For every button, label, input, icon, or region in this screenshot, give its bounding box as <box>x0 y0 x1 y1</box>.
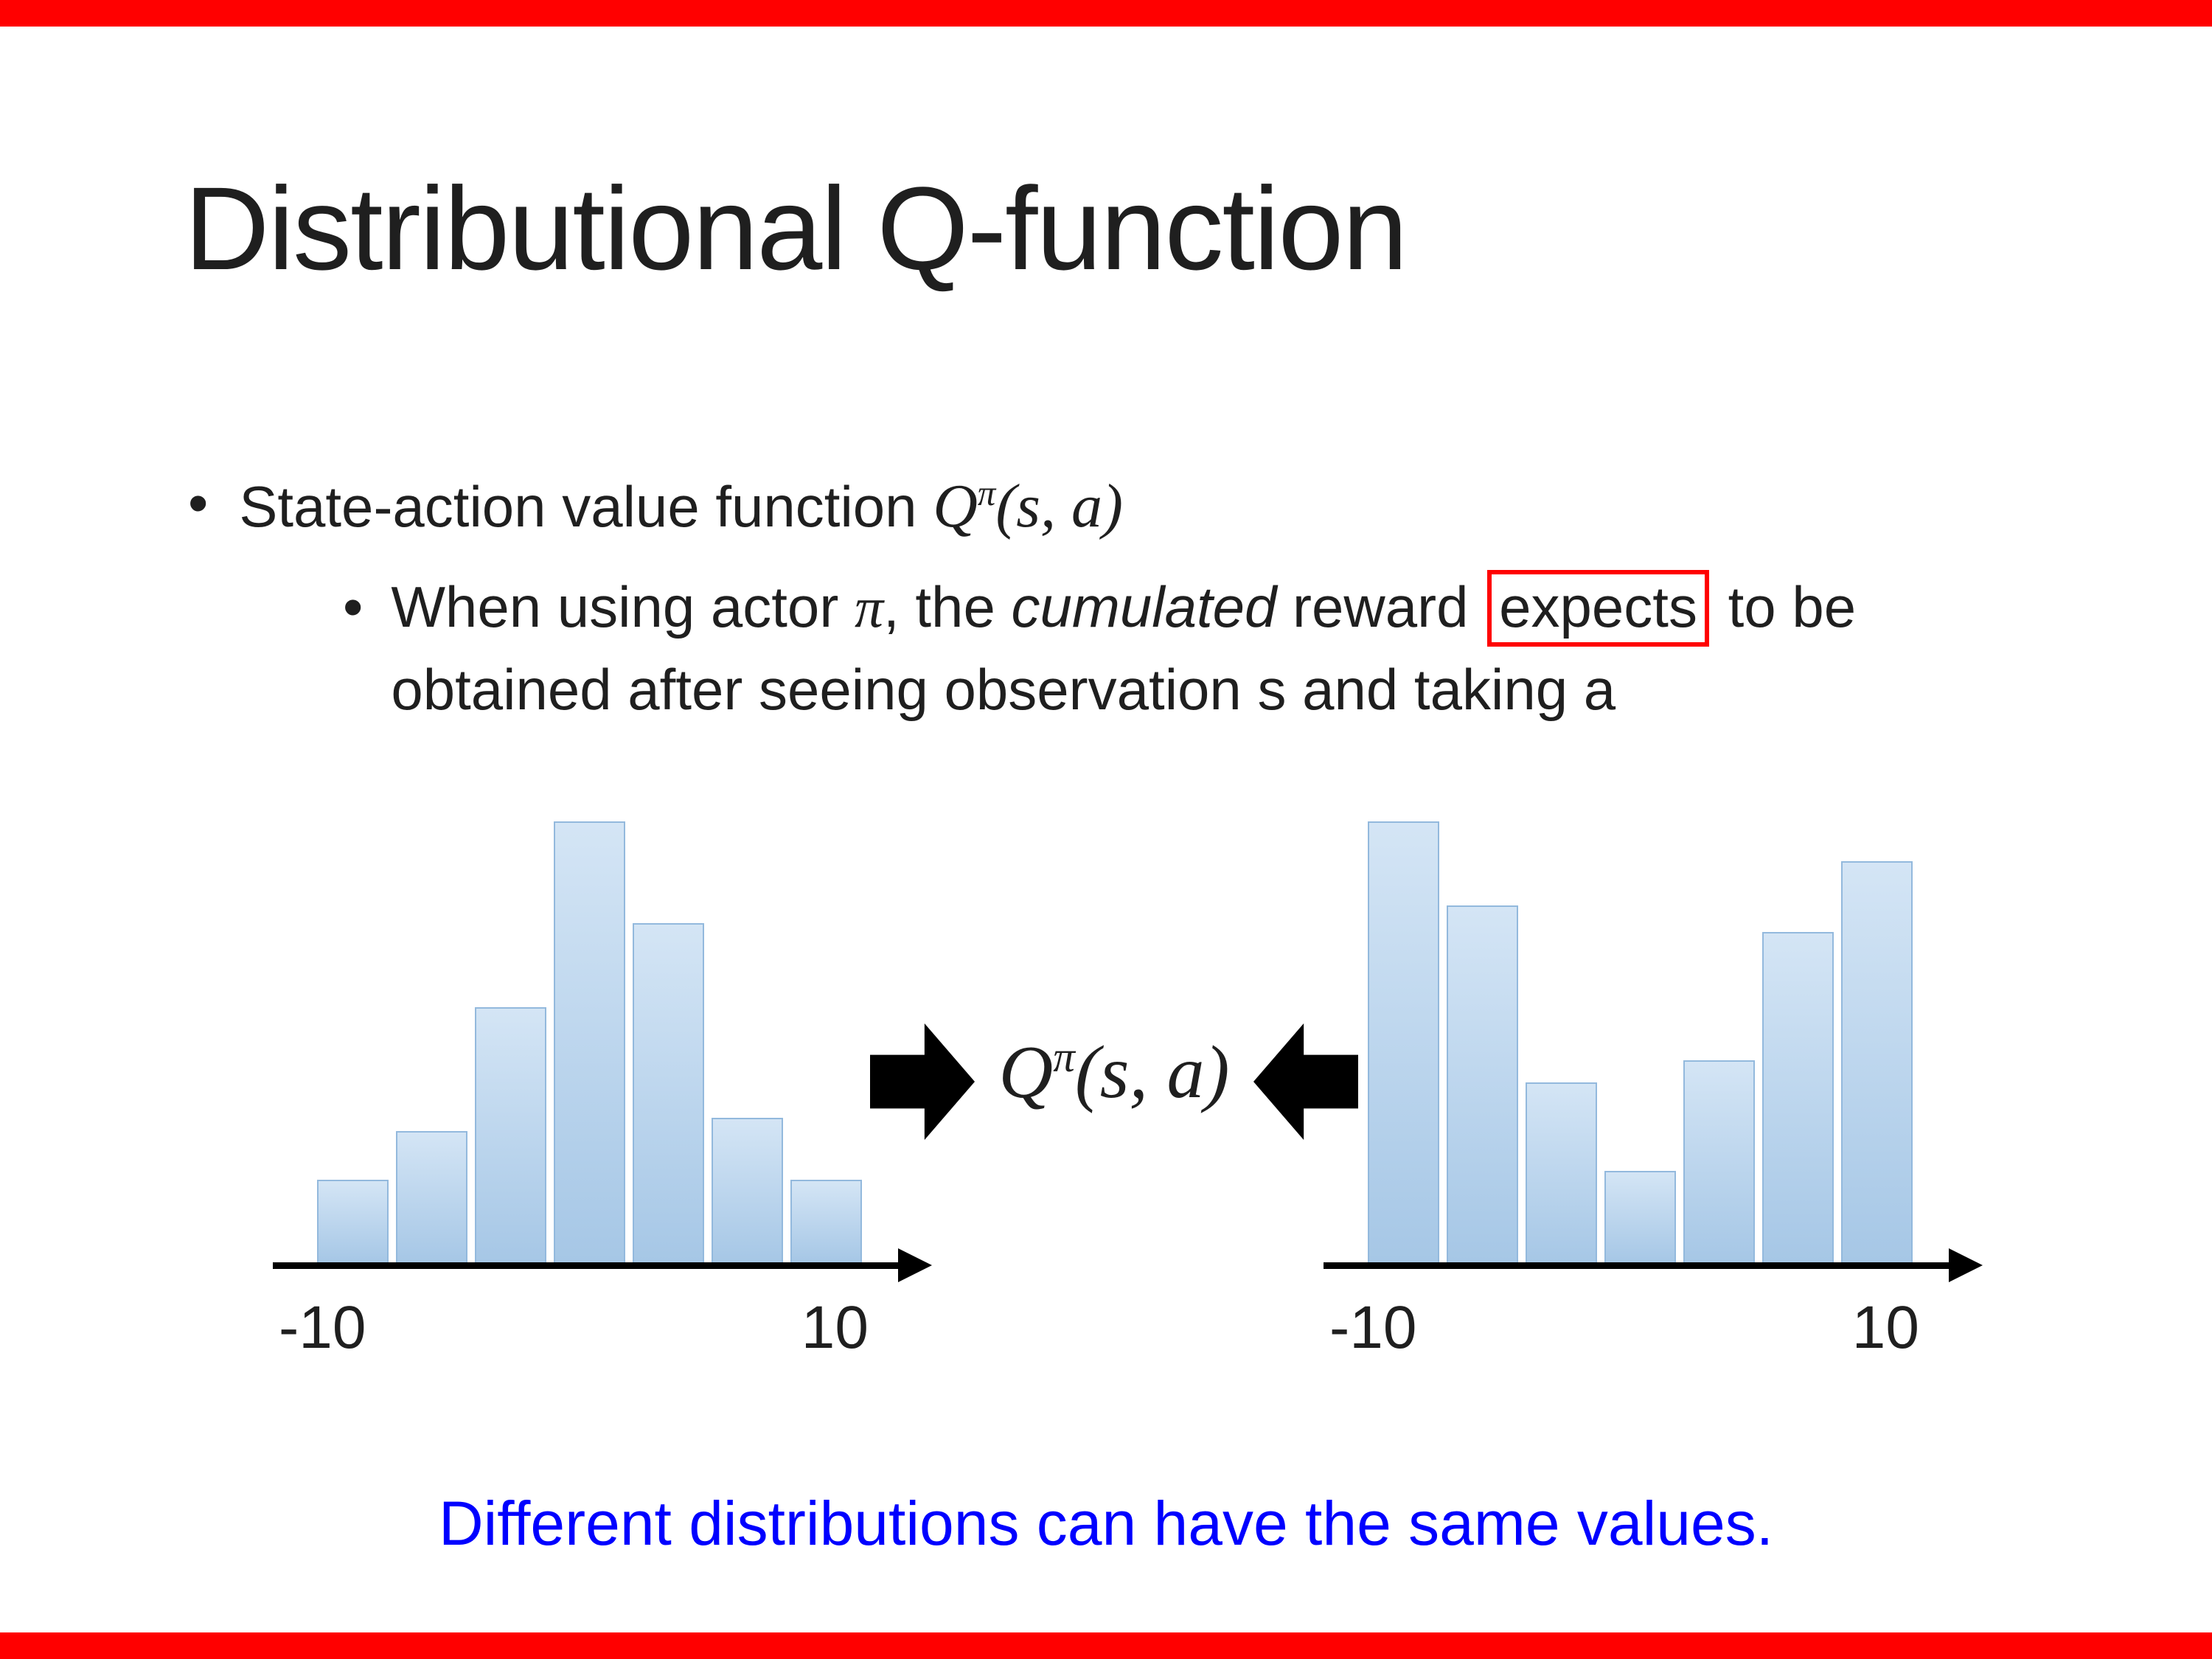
math-base: Q <box>933 472 978 540</box>
sub-text-1: When using actor <box>391 574 855 639</box>
sub-bullet-text: When using actor π, the cumulated reward… <box>391 566 1950 731</box>
bottom-note: Different distributions can have the sam… <box>438 1489 1774 1558</box>
x-axis-labels: -10 10 <box>1329 1293 1919 1363</box>
bullet-text: State-action value function Qπ(s, a) <box>239 466 1123 546</box>
histogram-bar <box>396 1131 467 1264</box>
expects-red-box: expects <box>1487 570 1709 647</box>
bars <box>317 820 877 1264</box>
bullet-state-action-value: • State-action value function Qπ(s, a) <box>188 466 1123 546</box>
bullet-text-plain: State-action value function <box>239 474 933 539</box>
center-q-function-formula: Qπ(s, a) <box>973 1029 1255 1116</box>
right-histogram: -10 10 <box>1324 820 2002 1380</box>
x-axis-arrowhead-icon <box>1949 1248 1983 1282</box>
bullet-when-using-actor: • When using actor π, the cumulated rewa… <box>343 566 1950 731</box>
top-border-bar <box>0 0 2212 27</box>
page-title: Distributional Q-function <box>184 162 1408 294</box>
x-axis-line <box>1324 1262 1952 1269</box>
left-histogram: -10 10 <box>273 820 951 1380</box>
math-args: (s, a) <box>1074 1031 1230 1114</box>
x-axis-line <box>273 1262 901 1269</box>
x-axis-min-label: -10 <box>1329 1294 1417 1361</box>
bullet-marker: • <box>188 470 209 535</box>
histogram-bar <box>1526 1082 1597 1264</box>
histogram-bar <box>1762 932 1834 1264</box>
histogram-bar <box>633 923 704 1264</box>
x-axis-max-label: 10 <box>801 1294 869 1361</box>
pi-symbol: π <box>854 575 884 639</box>
histogram-bar <box>317 1180 389 1264</box>
histogram-bar <box>1841 861 1913 1264</box>
cumulated-italic: cumulated <box>1011 574 1277 639</box>
math-superscript: π <box>1053 1032 1075 1081</box>
bars <box>1368 820 1928 1264</box>
histogram-bar <box>1683 1060 1755 1264</box>
q-function-formula: Qπ(s, a) <box>933 472 1123 540</box>
math-args: (s, a) <box>995 472 1123 540</box>
x-axis-arrowhead-icon <box>898 1248 932 1282</box>
sub-text-4: to be obtained after seeing observation … <box>391 574 1857 722</box>
math-superscript: π <box>977 473 996 513</box>
sub-text-3: reward <box>1276 574 1485 639</box>
histogram-bar <box>1604 1171 1676 1264</box>
histogram-bar <box>790 1180 862 1264</box>
histogram-bar <box>554 821 625 1264</box>
histogram-bar <box>1447 905 1518 1264</box>
x-axis-max-label: 10 <box>1851 1294 1919 1361</box>
math-base: Q <box>998 1031 1054 1114</box>
histogram-bar <box>475 1007 546 1264</box>
bullet-marker: • <box>343 574 364 639</box>
bottom-border-bar <box>0 1632 2212 1659</box>
sub-text-2: , the <box>883 574 1012 639</box>
histogram-bar <box>1368 821 1439 1264</box>
histogram-bar <box>712 1118 783 1264</box>
x-axis-labels: -10 10 <box>279 1293 869 1363</box>
x-axis-min-label: -10 <box>279 1294 366 1361</box>
